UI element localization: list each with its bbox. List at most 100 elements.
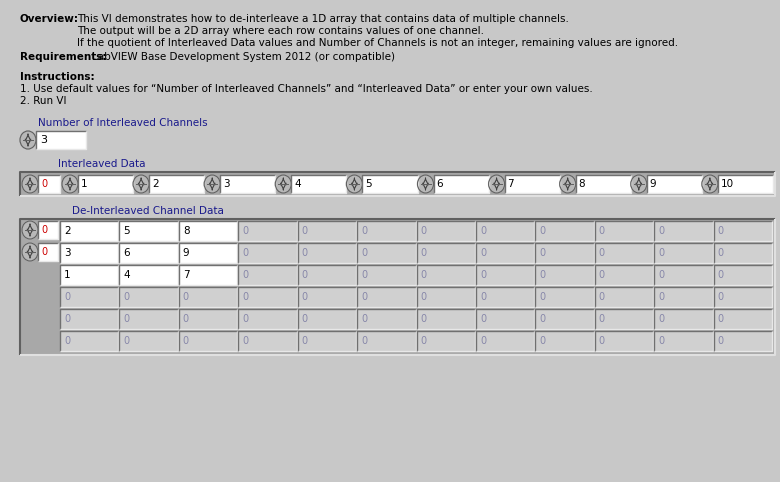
Text: 0: 0 bbox=[480, 336, 486, 346]
Text: 3: 3 bbox=[64, 248, 71, 258]
Text: 5: 5 bbox=[123, 226, 130, 236]
Bar bbox=[179, 309, 237, 329]
Text: 0: 0 bbox=[718, 292, 724, 302]
Text: 0: 0 bbox=[658, 314, 665, 324]
Bar bbox=[594, 331, 653, 351]
Text: 0: 0 bbox=[361, 270, 367, 280]
Ellipse shape bbox=[204, 175, 220, 193]
Bar bbox=[476, 287, 534, 307]
Ellipse shape bbox=[702, 175, 718, 193]
Text: 0: 0 bbox=[420, 248, 427, 258]
Text: 0: 0 bbox=[243, 336, 248, 346]
Text: 0: 0 bbox=[420, 314, 427, 324]
Text: 0: 0 bbox=[718, 226, 724, 236]
Text: If the quotient of Interleaved Data values and Number of Channels is not an inte: If the quotient of Interleaved Data valu… bbox=[77, 38, 678, 48]
Ellipse shape bbox=[22, 221, 38, 239]
Bar bbox=[298, 331, 356, 351]
Bar bbox=[179, 221, 237, 241]
Text: 8: 8 bbox=[183, 226, 190, 236]
Bar bbox=[238, 331, 296, 351]
Text: 4: 4 bbox=[294, 179, 301, 189]
Text: 0: 0 bbox=[302, 314, 308, 324]
Bar bbox=[654, 265, 713, 285]
Bar bbox=[238, 243, 296, 263]
Text: 6: 6 bbox=[437, 179, 443, 189]
Bar bbox=[417, 265, 475, 285]
Text: 0: 0 bbox=[41, 179, 47, 189]
Text: Number of Interleaved Channels: Number of Interleaved Channels bbox=[38, 118, 207, 128]
Bar bbox=[594, 309, 653, 329]
Bar bbox=[119, 331, 178, 351]
Bar bbox=[714, 331, 772, 351]
Text: 9: 9 bbox=[183, 248, 190, 258]
Text: De-Interleaved Channel Data: De-Interleaved Channel Data bbox=[72, 206, 224, 216]
Ellipse shape bbox=[560, 175, 576, 193]
Bar bbox=[298, 309, 356, 329]
Bar bbox=[119, 287, 178, 307]
Text: 1. Use default values for “Number of Interleaved Channels” and “Interleaved Data: 1. Use default values for “Number of Int… bbox=[20, 84, 593, 94]
Text: 0: 0 bbox=[302, 226, 308, 236]
Bar bbox=[476, 331, 534, 351]
Text: 5: 5 bbox=[365, 179, 372, 189]
Bar bbox=[119, 221, 178, 241]
Text: 0: 0 bbox=[302, 270, 308, 280]
Text: 0: 0 bbox=[480, 270, 486, 280]
Text: 0: 0 bbox=[599, 314, 604, 324]
Bar bbox=[179, 265, 237, 285]
Text: 0: 0 bbox=[361, 314, 367, 324]
Ellipse shape bbox=[62, 175, 78, 193]
Text: 0: 0 bbox=[302, 248, 308, 258]
Bar bbox=[357, 309, 416, 329]
Bar bbox=[78, 175, 133, 193]
Text: 0: 0 bbox=[480, 314, 486, 324]
Bar bbox=[36, 131, 86, 149]
Text: 0: 0 bbox=[658, 226, 665, 236]
Text: 2. Run VI: 2. Run VI bbox=[20, 96, 66, 106]
Bar bbox=[238, 309, 296, 329]
Text: 0: 0 bbox=[41, 247, 47, 257]
Bar bbox=[535, 309, 594, 329]
Text: 0: 0 bbox=[539, 226, 545, 236]
Text: 0: 0 bbox=[539, 248, 545, 258]
Text: 2: 2 bbox=[64, 226, 71, 236]
Bar bbox=[594, 287, 653, 307]
Text: 0: 0 bbox=[302, 292, 308, 302]
Bar bbox=[60, 221, 119, 241]
Text: 0: 0 bbox=[64, 292, 70, 302]
Text: 0: 0 bbox=[420, 336, 427, 346]
Text: 6: 6 bbox=[123, 248, 130, 258]
Text: Overview:: Overview: bbox=[20, 14, 79, 24]
Bar bbox=[179, 243, 237, 263]
Text: 0: 0 bbox=[361, 336, 367, 346]
Bar bbox=[714, 265, 772, 285]
Ellipse shape bbox=[22, 175, 38, 193]
Bar bbox=[647, 175, 702, 193]
Bar bbox=[298, 287, 356, 307]
Bar bbox=[654, 287, 713, 307]
Bar bbox=[535, 243, 594, 263]
Bar bbox=[60, 287, 119, 307]
Bar bbox=[119, 309, 178, 329]
Bar bbox=[535, 287, 594, 307]
Text: 3: 3 bbox=[40, 135, 47, 145]
Text: 0: 0 bbox=[658, 292, 665, 302]
Text: 0: 0 bbox=[123, 314, 129, 324]
Bar bbox=[179, 331, 237, 351]
Bar bbox=[535, 265, 594, 285]
Ellipse shape bbox=[346, 175, 363, 193]
Ellipse shape bbox=[417, 175, 434, 193]
Bar bbox=[357, 243, 416, 263]
Text: 0: 0 bbox=[243, 270, 248, 280]
Text: 0: 0 bbox=[599, 270, 604, 280]
Bar bbox=[298, 265, 356, 285]
Text: 7: 7 bbox=[183, 270, 190, 280]
Bar bbox=[417, 221, 475, 241]
Bar bbox=[476, 221, 534, 241]
Bar bbox=[298, 243, 356, 263]
Bar bbox=[535, 331, 594, 351]
Ellipse shape bbox=[133, 175, 149, 193]
Text: 0: 0 bbox=[599, 292, 604, 302]
Text: 0: 0 bbox=[183, 292, 189, 302]
Bar bbox=[220, 175, 275, 193]
Bar bbox=[38, 243, 58, 261]
